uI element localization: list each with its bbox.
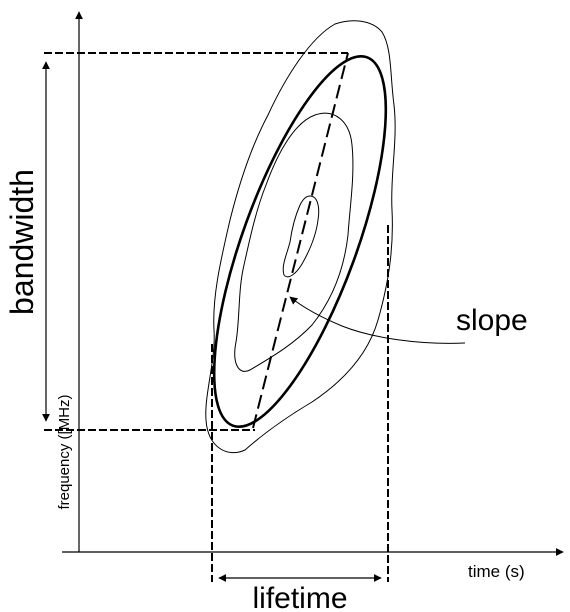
fitted-ellipse [212,54,388,429]
slope-line [252,52,349,429]
middle-contour [234,112,354,372]
frequency-axis-label: frequency ([MHz) [56,394,73,509]
outer-contour [205,20,396,454]
slope-pointer [289,296,466,344]
slope-label: slope [456,304,528,337]
inner-contour [282,195,320,278]
lifetime-label: lifetime [252,582,347,612]
bandwidth-label: bandwidth [4,169,40,315]
time-axis-label: time (s) [468,562,525,581]
